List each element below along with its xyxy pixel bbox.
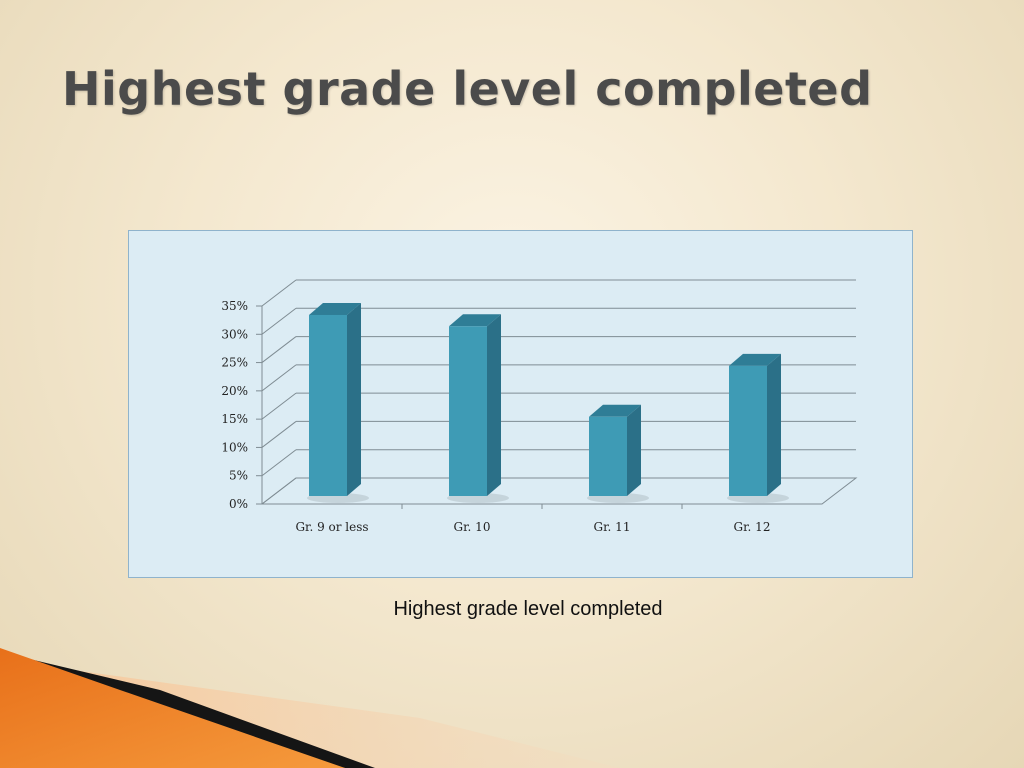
gridline-side [261, 392, 297, 420]
gridline-side [261, 307, 297, 335]
y-tick-label: 25% [221, 356, 248, 370]
gridline-side [261, 449, 297, 477]
y-tick-label: 35% [221, 299, 248, 313]
chart-frame: 0% 5% 10% 15% 20% 25% 30% 35% Gr. 9 or less Gr. 1… [128, 230, 913, 578]
bar-side [627, 404, 641, 496]
gridline-side [261, 336, 297, 363]
orange-ribbon [0, 648, 345, 768]
y-tick-label: 30% [221, 327, 248, 341]
x-tick-label: Gr. 11 [594, 520, 631, 534]
bar [309, 314, 347, 496]
x-tick-label: Gr. 10 [454, 520, 491, 534]
gridline-side [261, 279, 297, 307]
y-tick-label: 0% [229, 497, 248, 511]
x-tick-label: Gr. 12 [734, 520, 771, 534]
y-tick-label: 20% [221, 384, 248, 398]
gridline-side [261, 421, 297, 448]
x-tick-label: Gr. 9 or less [295, 520, 368, 534]
page-title: Highest grade level completed [62, 62, 873, 116]
bar-top [589, 404, 641, 417]
gridline-side [261, 364, 297, 392]
chart-caption: Highest grade level completed [393, 598, 663, 620]
bar [729, 365, 767, 496]
bar [589, 416, 627, 496]
bar-side [347, 302, 361, 496]
bar-top [449, 314, 501, 327]
bar [449, 326, 487, 496]
bar-side [487, 314, 501, 496]
y-tick-label: 5% [229, 469, 248, 483]
bar-chart: 0% 5% 10% 15% 20% 25% 30% 35% Gr. 9 or less Gr. 1… [221, 279, 858, 534]
y-tick-label: 10% [221, 440, 248, 454]
bar-top [729, 353, 781, 366]
bar-top [309, 302, 361, 315]
bar-side [767, 353, 781, 496]
y-tick-label: 15% [221, 412, 248, 426]
